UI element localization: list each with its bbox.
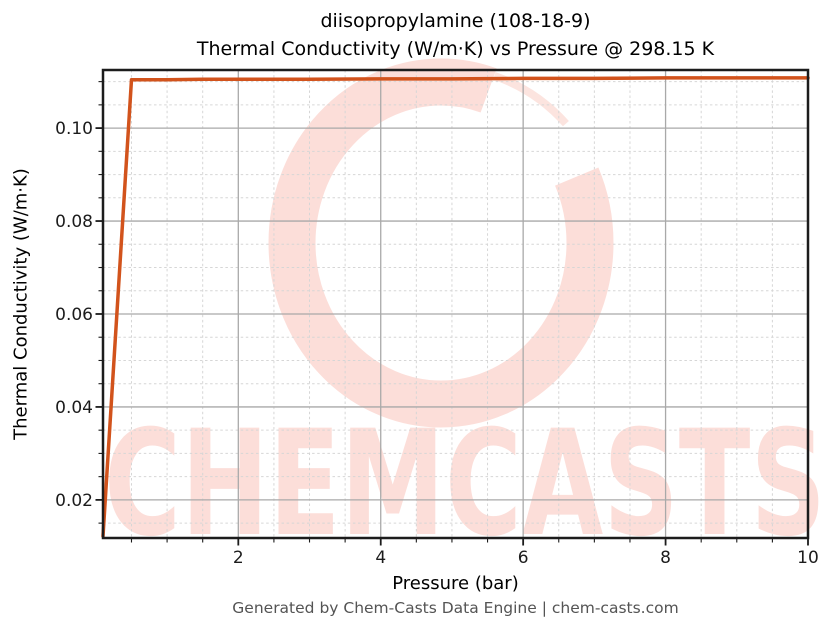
- chemcasts-logo-c-icon: [268, 58, 614, 428]
- chart-title: diisopropylamine (108-18-9) Thermal Cond…: [103, 7, 808, 63]
- axes-spines: [101, 68, 810, 540]
- x-tick-label: 6: [518, 548, 529, 568]
- y-tick-label: 0.02: [55, 491, 93, 511]
- y-tick-label: 0.06: [55, 305, 93, 325]
- x-axis-label: Pressure (bar): [392, 573, 519, 594]
- y-tick-label: 0.10: [55, 119, 93, 139]
- x-tick-label: 4: [375, 548, 386, 568]
- y-axis-label: Thermal Conductivity (W/m·K): [10, 168, 32, 440]
- watermark-text: CHEMCASTS: [104, 399, 826, 569]
- x-tick-label: 10: [797, 548, 819, 568]
- x-tick-label: 2: [233, 548, 244, 568]
- chart-title-line2: Thermal Conductivity (W/m·K) vs Pressure…: [196, 38, 715, 60]
- y-tick-label: 0.04: [55, 398, 93, 418]
- footer-text: Generated by Chem-Casts Data Engine | ch…: [232, 599, 679, 617]
- chemcasts-watermark: CHEMCASTS: [104, 58, 826, 569]
- y-tick-label: 0.08: [55, 212, 93, 232]
- x-tick-label: 8: [660, 548, 671, 568]
- chart-title-line1: diisopropylamine (108-18-9): [320, 10, 591, 32]
- data-line: [101, 76, 810, 538]
